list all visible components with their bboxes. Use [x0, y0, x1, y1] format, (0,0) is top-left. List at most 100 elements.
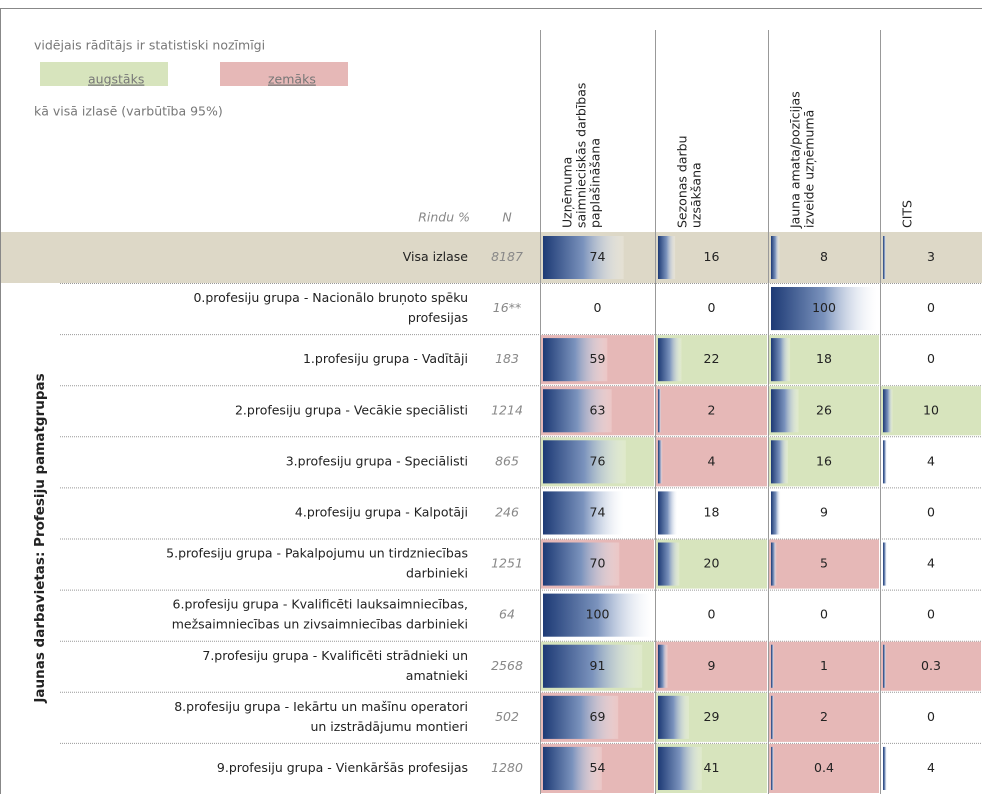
- cell-background: [656, 437, 767, 487]
- column-header: Uzņēmuma: [560, 157, 575, 228]
- column-header: saimnieciskās darbības: [574, 83, 589, 228]
- cell-background: [769, 641, 879, 691]
- cell-background: [656, 641, 767, 691]
- cell-bar: [658, 491, 678, 535]
- column-header: izveide uzņēmumā: [802, 110, 817, 228]
- cell-bar: [771, 287, 877, 331]
- cell-bar: [658, 644, 668, 688]
- cell-value: 20: [704, 556, 720, 571]
- cell-bar: [658, 542, 680, 586]
- cell-background: [769, 539, 879, 589]
- cell-value: 76: [590, 453, 606, 468]
- cell-value: 26: [816, 402, 832, 417]
- cell-bar: [771, 389, 799, 433]
- cell-bar: [543, 236, 624, 279]
- cell-value: 100: [586, 607, 610, 622]
- row-label: 0.profesiju grupa - Nacionālo bruņoto sp…: [193, 290, 468, 305]
- cell-value: 0: [927, 504, 935, 519]
- cell-value: 59: [590, 351, 606, 366]
- row-label: mežsaimniecības un zivsaimniecības darbi…: [172, 617, 468, 632]
- cell-value: 4: [927, 453, 935, 468]
- cell-background: [881, 386, 981, 436]
- group-label: Jaunas darbavietas: Profesiju pamatgrupa…: [32, 373, 48, 703]
- row-label: 1.profesiju grupa - Vadītāji: [303, 351, 468, 366]
- cell-value: 0.4: [814, 760, 834, 775]
- cell-bar: [543, 389, 612, 433]
- cell-background: [656, 386, 767, 436]
- legend-swatch: [40, 62, 168, 86]
- row-n: 865: [495, 453, 519, 468]
- cell-value: 69: [590, 709, 606, 724]
- row-label: darbinieki: [406, 566, 468, 581]
- cell-bar: [771, 695, 774, 739]
- cell-bar: [658, 746, 702, 790]
- cell-bar: [658, 236, 676, 279]
- cell-background: [769, 743, 879, 793]
- cell-value: 9: [820, 504, 828, 519]
- legend-note: kā visā izlasē (varbūtība 95%): [34, 104, 223, 119]
- cell-bar: [883, 389, 893, 433]
- cell-bar: [883, 542, 887, 586]
- cell-value: 16: [816, 453, 832, 468]
- cell-value: 2: [820, 709, 828, 724]
- cell-value: 16: [704, 249, 720, 264]
- cell-value: 18: [816, 351, 832, 366]
- n-header: N: [502, 210, 512, 225]
- row-label: 8.profesiju grupa - Iekārtu un mašīnu op…: [174, 699, 468, 714]
- cell-value: 74: [590, 249, 606, 264]
- cell-bar: [658, 695, 690, 739]
- cell-bar: [658, 440, 663, 484]
- row-label: un izstrādājumu montieri: [310, 719, 468, 734]
- row-background: [1, 232, 982, 283]
- legend-label: zemāks: [268, 72, 316, 87]
- cell-value: 74: [590, 504, 606, 519]
- cell-value: 4: [927, 760, 935, 775]
- row-n: 8187: [491, 249, 523, 264]
- row-label: 3.profesiju grupa - Speciālisti: [286, 453, 468, 468]
- cell-bar: [883, 236, 886, 279]
- row-n: 502: [495, 709, 519, 724]
- cell-bar: [771, 542, 777, 586]
- cell-value: 91: [590, 658, 606, 673]
- row-label: 5.profesiju grupa - Pakalpojumu un tirdz…: [166, 546, 468, 561]
- cell-value: 8: [820, 249, 828, 264]
- row-n: 64: [499, 607, 515, 622]
- column-header: Sezonas darbu: [675, 136, 690, 229]
- cell-bar: [771, 644, 774, 688]
- cell-bar: [543, 644, 643, 688]
- row-n: 1214: [491, 402, 523, 417]
- cell-bar: [543, 542, 620, 586]
- cell-value: 0: [927, 709, 935, 724]
- row-label: amatnieki: [406, 668, 468, 683]
- row-header: Rindu %: [418, 210, 470, 225]
- cell-value: 0: [708, 607, 716, 622]
- column-header: CITS: [900, 200, 915, 228]
- frame: [0, 8, 982, 794]
- column-header: Jauna amata/pozīcijas: [788, 91, 803, 229]
- cell-value: 63: [590, 402, 606, 417]
- row-label: profesijas: [408, 310, 468, 325]
- cell-value: 4: [708, 453, 716, 468]
- cell-bar: [771, 338, 791, 382]
- cell-bar: [543, 338, 608, 382]
- cell-bar: [771, 236, 780, 279]
- cell-value: 2: [708, 402, 716, 417]
- row-n: 2568: [491, 658, 523, 673]
- row-label: 4.profesiju grupa - Kalpotāji: [295, 504, 468, 519]
- row-label: 6.profesiju grupa - Kvalificēti lauksaim…: [173, 597, 468, 612]
- cell-background: [769, 692, 879, 742]
- cell-bar: [883, 644, 886, 688]
- cell-background: [881, 641, 981, 691]
- row-n: 183: [495, 351, 519, 366]
- cell-bar: [658, 389, 661, 433]
- cell-value: 3: [927, 249, 935, 264]
- row-label: 7.profesiju grupa - Kvalificēti strādnie…: [202, 648, 468, 663]
- cell-value: 41: [704, 760, 720, 775]
- cell-bar: [543, 746, 602, 790]
- row-n: 1280: [491, 760, 523, 775]
- cell-bar: [771, 440, 788, 484]
- cell-value: 4: [927, 556, 935, 571]
- cell-value: 18: [704, 504, 720, 519]
- cell-bar: [771, 491, 781, 535]
- cell-value: 0: [927, 351, 935, 366]
